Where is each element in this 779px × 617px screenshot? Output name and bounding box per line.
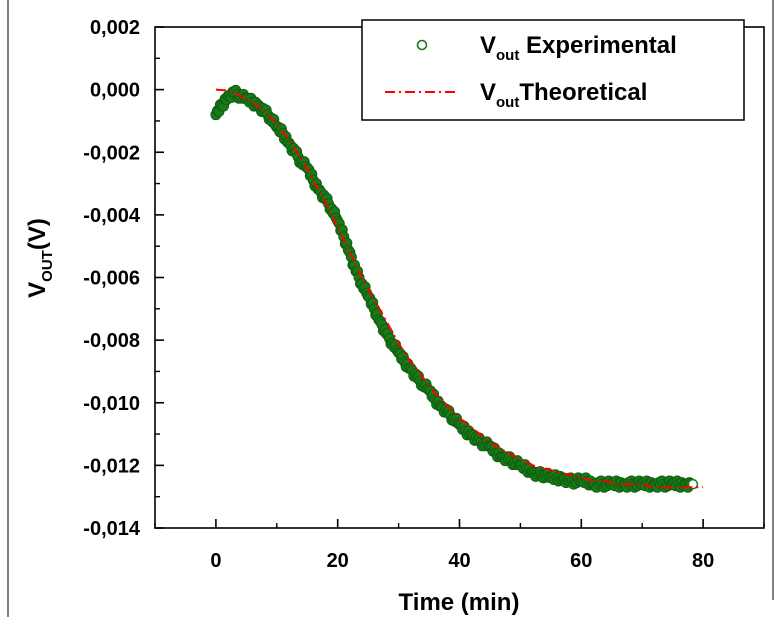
legend-theoretical-main: V — [480, 79, 496, 106]
y-tick-label: -0,002 — [83, 142, 140, 164]
svg-text:VOUT(V): VOUT(V) — [24, 218, 56, 298]
y-axis-title-suffix: (V) — [24, 218, 51, 250]
svg-text:VoutTheoretical: VoutTheoretical — [480, 79, 647, 111]
y-tick-label: 0,000 — [90, 80, 140, 102]
legend-box — [361, 19, 745, 121]
y-axis-title-main: V — [24, 282, 51, 298]
y-tick-label: -0,012 — [83, 455, 140, 477]
y-tick-label: -0,008 — [83, 330, 140, 352]
series-experimental — [210, 84, 699, 493]
legend-experimental-sub: out — [496, 47, 519, 64]
y-axis-title: VOUT(V) — [24, 218, 56, 298]
series-theoretical — [215, 88, 704, 489]
x-tick-label: 0 — [210, 550, 221, 572]
x-tick-label: 20 — [327, 550, 349, 572]
x-tick-label: 60 — [570, 550, 592, 572]
y-tick-label: 0,002 — [90, 17, 140, 39]
legend: Vout Experimental VoutTheoretical — [361, 19, 745, 121]
y-tick-label: -0,010 — [83, 393, 140, 415]
y-tick-label: -0,004 — [83, 205, 141, 227]
y-axis-title-sub: OUT — [39, 250, 56, 282]
x-axis-title: Time (min) — [399, 589, 520, 616]
svg-text:Vout Experimental: Vout Experimental — [480, 32, 677, 64]
legend-experimental-main: V — [480, 32, 496, 59]
x-tick-label: 40 — [448, 550, 470, 572]
x-tick-label: 80 — [692, 550, 714, 572]
legend-theoretical-rest: Theoretical — [519, 79, 647, 106]
legend-experimental-marker — [416, 39, 428, 51]
y-tick-label: -0,014 — [83, 518, 141, 540]
y-tick-label: -0,006 — [83, 268, 140, 290]
legend-experimental-rest: Experimental — [519, 32, 676, 59]
legend-theoretical-sub: out — [496, 94, 519, 111]
